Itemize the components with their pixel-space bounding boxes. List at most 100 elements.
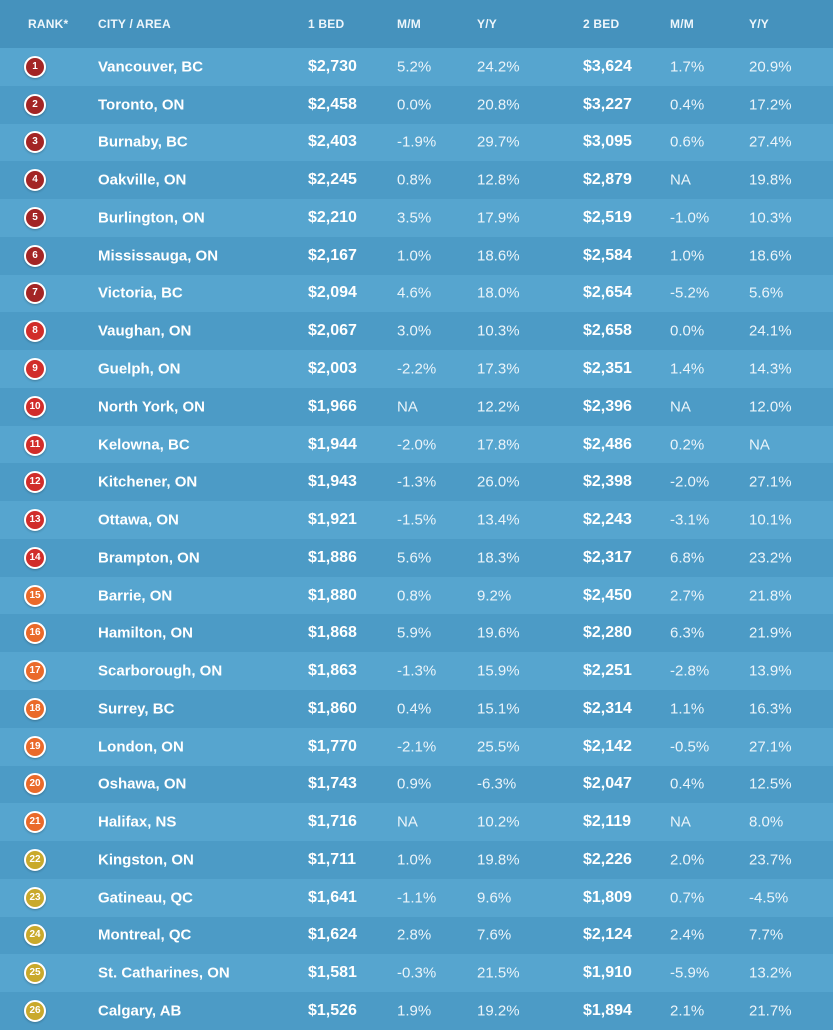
two-bed-mm-cell: -2.8% xyxy=(670,662,710,680)
one-bed-rent-cell: $1,624 xyxy=(308,926,357,944)
city-cell: Scarborough, ON xyxy=(98,662,223,680)
two-bed-mm-cell: 0.2% xyxy=(670,436,705,454)
one-bed-rent-cell: $1,868 xyxy=(308,624,357,642)
city-cell: St. Catharines, ON xyxy=(98,964,230,982)
two-bed-yy-cell: 23.7% xyxy=(749,851,792,869)
table-row: 18 Surrey, BC $1,860 0.4% 15.1% $2,314 1.1% 16.… xyxy=(0,690,833,728)
one-bed-yy-cell: 12.8% xyxy=(477,171,520,189)
one-bed-mm-cell: -2.1% xyxy=(397,738,437,756)
one-bed-yy-cell: 15.1% xyxy=(477,700,520,718)
two-bed-yy-cell: NA xyxy=(749,436,770,454)
one-bed-rent-cell: $2,210 xyxy=(308,208,357,226)
header-two-bed-yy: Y/Y xyxy=(749,17,769,31)
city-cell: London, ON xyxy=(98,738,184,756)
two-bed-rent-cell: $2,317 xyxy=(583,548,632,566)
table-row: 26 Calgary, AB $1,526 1.9% 19.2% $1,894 2.1% 21… xyxy=(0,992,833,1030)
table-row: 11 Kelowna, BC $1,944 -2.0% 17.8% $2,486 0.2% N… xyxy=(0,425,833,464)
table-row: 21 Halifax, NS $1,716 NA 10.2% $2,119 NA 8.0% xyxy=(0,803,833,842)
one-bed-yy-cell: 17.3% xyxy=(477,360,520,378)
one-bed-yy-cell: -6.3% xyxy=(477,775,517,793)
one-bed-rent-cell: $1,944 xyxy=(308,435,357,453)
two-bed-rent-cell: $2,396 xyxy=(583,397,632,415)
two-bed-mm-cell: 1.4% xyxy=(670,360,705,378)
one-bed-rent-cell: $1,526 xyxy=(308,1002,357,1020)
one-bed-yy-cell: 26.0% xyxy=(477,473,520,491)
rank-badge: 17 xyxy=(24,660,46,683)
one-bed-mm-cell: 3.5% xyxy=(397,209,432,227)
two-bed-mm-cell: 0.0% xyxy=(670,322,705,340)
table-body: 1 Vancouver, BC $2,730 5.2% 24.2% $3,624 1.7% 2… xyxy=(0,48,833,1030)
two-bed-yy-cell: 12.0% xyxy=(749,398,792,416)
one-bed-rent-cell: $1,743 xyxy=(308,775,357,793)
two-bed-rent-cell: $2,519 xyxy=(583,208,632,226)
one-bed-yy-cell: 12.2% xyxy=(477,398,520,416)
table-row: 5 Burlington, ON $2,210 3.5% 17.9% $2,519 -1.0… xyxy=(0,199,833,237)
city-cell: Montreal, QC xyxy=(98,926,192,944)
rank-cell: 11 xyxy=(24,433,46,456)
table-row: 14 Brampton, ON $1,886 5.6% 18.3% $2,317 6.8% 2… xyxy=(0,538,833,577)
one-bed-rent-cell: $2,403 xyxy=(308,133,357,151)
two-bed-rent-cell: $1,910 xyxy=(583,964,632,982)
one-bed-rent-cell: $2,245 xyxy=(308,171,357,189)
one-bed-yy-cell: 9.2% xyxy=(477,587,512,605)
one-bed-yy-cell: 17.8% xyxy=(477,436,520,454)
rank-cell: 1 xyxy=(24,55,46,78)
one-bed-mm-cell: 1.0% xyxy=(397,247,432,265)
two-bed-yy-cell: 20.9% xyxy=(749,58,792,76)
one-bed-yy-cell: 7.6% xyxy=(477,926,512,944)
two-bed-mm-cell: 6.8% xyxy=(670,549,705,567)
two-bed-yy-cell: 18.6% xyxy=(749,247,792,265)
rank-cell: 2 xyxy=(24,93,46,116)
rank-badge: 21 xyxy=(24,811,46,834)
one-bed-yy-cell: 15.9% xyxy=(477,662,520,680)
two-bed-yy-cell: 7.7% xyxy=(749,926,784,944)
two-bed-rent-cell: $1,894 xyxy=(583,1002,632,1020)
city-cell: Mississauga, ON xyxy=(98,247,219,265)
rank-badge: 11 xyxy=(24,433,46,456)
rank-badge: 16 xyxy=(24,622,46,645)
header-one-bed: 1 BED xyxy=(308,17,345,31)
one-bed-yy-cell: 19.8% xyxy=(477,851,520,869)
two-bed-mm-cell: 0.7% xyxy=(670,889,705,907)
city-cell: North York, ON xyxy=(98,398,205,416)
table-row: 20 Oshawa, ON $1,743 0.9% -6.3% $2,047 0.4% 12.… xyxy=(0,765,833,804)
two-bed-mm-cell: 1.0% xyxy=(670,247,705,265)
two-bed-mm-cell: 2.0% xyxy=(670,851,705,869)
city-cell: Kelowna, BC xyxy=(98,436,190,454)
two-bed-mm-cell: 0.4% xyxy=(670,96,705,114)
one-bed-rent-cell: $1,860 xyxy=(308,699,357,717)
rank-badge: 19 xyxy=(24,735,46,758)
two-bed-rent-cell: $1,809 xyxy=(583,888,632,906)
one-bed-mm-cell: 5.2% xyxy=(397,58,432,76)
rank-badge: 24 xyxy=(24,924,46,947)
rank-badge: 9 xyxy=(24,358,46,380)
two-bed-rent-cell: $3,095 xyxy=(583,133,632,151)
two-bed-yy-cell: 10.1% xyxy=(749,511,792,529)
one-bed-yy-cell: 13.4% xyxy=(477,511,520,529)
rank-badge: 6 xyxy=(24,244,46,267)
one-bed-rent-cell: $2,167 xyxy=(308,246,357,264)
rank-cell: 13 xyxy=(24,509,46,532)
rank-cell: 25 xyxy=(24,962,46,985)
one-bed-mm-cell: 0.8% xyxy=(397,171,432,189)
rank-cell: 24 xyxy=(24,924,46,947)
rank-badge: 10 xyxy=(24,395,46,418)
two-bed-yy-cell: 27.1% xyxy=(749,473,792,491)
city-cell: Oshawa, ON xyxy=(98,775,187,793)
two-bed-yy-cell: 27.4% xyxy=(749,133,792,151)
two-bed-mm-cell: -0.5% xyxy=(670,738,710,756)
rank-cell: 23 xyxy=(24,886,46,909)
one-bed-rent-cell: $1,943 xyxy=(308,473,357,491)
table-row: 17 Scarborough, ON $1,863 -1.3% 15.9% $2,251 -… xyxy=(0,652,833,691)
rank-badge: 12 xyxy=(24,471,46,494)
table-row: 9 Guelph, ON $2,003 -2.2% 17.3% $2,351 1.4% 14.… xyxy=(0,350,833,388)
table-row: 16 Hamilton, ON $1,868 5.9% 19.6% $2,280 6.3% 2… xyxy=(0,614,833,653)
two-bed-yy-cell: 19.8% xyxy=(749,171,792,189)
city-cell: Kitchener, ON xyxy=(98,473,198,491)
one-bed-yy-cell: 21.5% xyxy=(477,964,520,982)
rank-badge: 2 xyxy=(24,93,46,116)
table-row: 6 Mississauga, ON $2,167 1.0% 18.6% $2,584 1.0… xyxy=(0,236,833,275)
rank-badge: 20 xyxy=(24,773,46,796)
table-row: 13 Ottawa, ON $1,921 -1.5% 13.4% $2,243 -3.1% 1… xyxy=(0,501,833,539)
